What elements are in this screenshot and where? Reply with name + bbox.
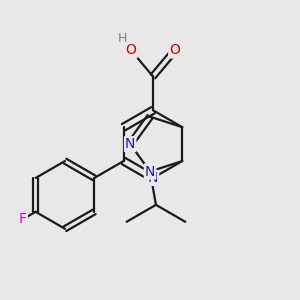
Text: N: N — [145, 164, 155, 178]
Text: O: O — [126, 44, 136, 57]
Text: O: O — [169, 44, 180, 57]
Text: N: N — [125, 137, 135, 151]
Text: H: H — [118, 32, 127, 45]
Text: N: N — [148, 171, 158, 185]
Text: F: F — [19, 212, 27, 226]
